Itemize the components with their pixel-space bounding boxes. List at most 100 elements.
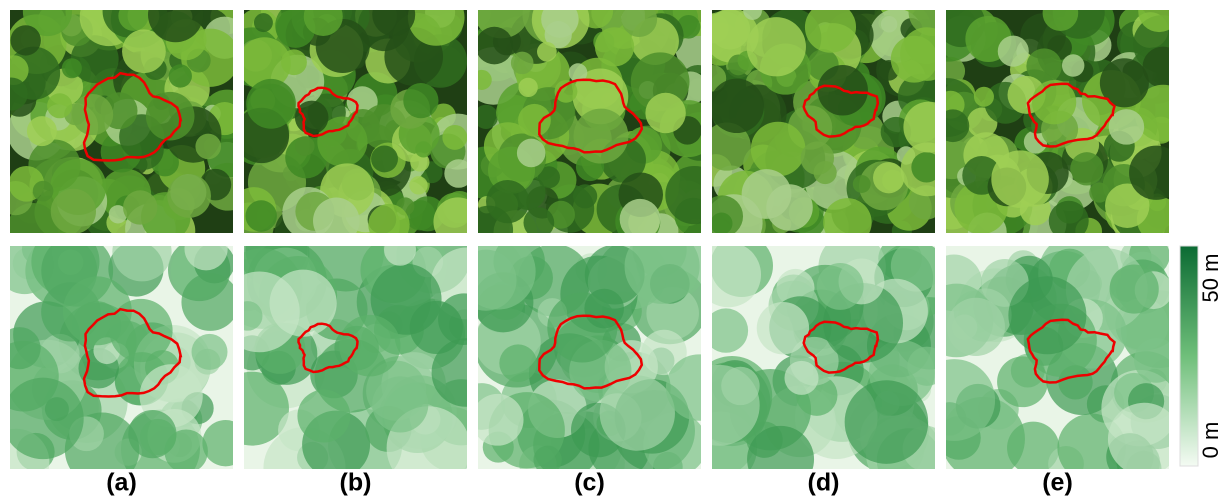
tree-crown <box>169 64 192 87</box>
height-crown <box>164 429 208 473</box>
tree-crown <box>523 207 554 238</box>
height-crown <box>845 380 929 464</box>
height-crown <box>952 314 978 340</box>
tree-crown <box>368 204 409 245</box>
colorbar <box>1180 246 1198 466</box>
tree-crown <box>991 150 1049 208</box>
height-crown <box>704 308 748 352</box>
height-crown <box>459 233 535 309</box>
tree-crown <box>710 9 750 49</box>
tree-crown <box>118 1 148 31</box>
rgb-image <box>918 0 1191 251</box>
tree-crown <box>371 145 398 172</box>
panel-label: (a) <box>106 469 137 497</box>
tree-crown <box>245 200 276 231</box>
panel-label: (c) <box>574 469 605 497</box>
tree-crown <box>881 16 897 32</box>
tree-crown <box>476 27 514 65</box>
tree-crown <box>873 162 904 193</box>
height-crown <box>784 361 818 395</box>
figure: 50 m 0 m (a) (b) (c) (d) (e) <box>0 0 1228 498</box>
tree-crown <box>751 122 806 177</box>
tree-crown <box>409 176 427 194</box>
colorbar-bottom-label: 0 m <box>1198 422 1223 459</box>
tree-crown <box>537 42 557 62</box>
tree-crown <box>998 36 1029 67</box>
tree-crown <box>313 198 360 245</box>
tree-crown <box>595 27 634 66</box>
height-crown <box>600 375 675 450</box>
tree-crown <box>518 104 551 137</box>
height-crown <box>817 263 864 310</box>
tree-crown <box>823 198 872 247</box>
tree-crown <box>747 17 806 76</box>
height-crown <box>625 229 700 304</box>
tree-crown <box>814 161 837 184</box>
panel-label: (d) <box>808 469 840 497</box>
rgb-image <box>223 0 486 257</box>
panel-label: (b) <box>340 469 372 497</box>
tree-crown <box>254 13 273 32</box>
panel-label: (e) <box>1042 469 1073 497</box>
tree-crown <box>403 83 438 118</box>
rgb-image <box>460 0 727 261</box>
tree-crown <box>47 93 72 118</box>
height-crown <box>181 273 239 331</box>
tree-crown <box>442 125 467 150</box>
tree-crown <box>937 109 970 142</box>
tree-crown <box>281 49 307 75</box>
height-crown <box>2 378 83 459</box>
rgb-image <box>698 0 956 252</box>
height-crown <box>0 327 41 369</box>
tree-crown <box>900 27 954 81</box>
tree-crown <box>511 52 534 75</box>
tree-crown <box>295 101 329 135</box>
height-map <box>215 215 503 498</box>
tree-crown <box>123 190 157 224</box>
height-crown <box>184 227 227 270</box>
height-crown <box>757 302 809 354</box>
height-crown <box>202 420 248 466</box>
tree-crown <box>195 134 221 160</box>
height-crown <box>696 242 761 307</box>
height-crown <box>1108 403 1181 476</box>
tree-crown <box>1049 201 1089 241</box>
height-map <box>0 222 249 496</box>
tree-crown <box>1070 152 1103 185</box>
tree-crown <box>805 2 856 53</box>
height-crown <box>297 390 350 443</box>
height-crown <box>372 376 428 432</box>
tree-crown <box>474 105 498 129</box>
height-map <box>455 223 733 498</box>
rgb-image <box>0 0 252 256</box>
height-crown <box>1008 276 1086 354</box>
height-crown <box>533 446 561 474</box>
tree-crown <box>645 93 685 133</box>
tree-crown <box>10 25 40 55</box>
height-crown <box>58 250 83 275</box>
height-crown <box>270 270 337 337</box>
tree-crown <box>246 79 296 129</box>
colorbar-top-label: 50 m <box>1198 254 1223 303</box>
tree-crown <box>574 109 629 164</box>
tree-crown <box>295 136 315 156</box>
tree-crown <box>27 116 57 146</box>
height-crown <box>499 344 537 382</box>
tree-crown <box>167 174 211 218</box>
tree-crown <box>710 213 732 235</box>
tree-crown <box>974 87 994 107</box>
tree-crown <box>573 184 597 208</box>
tree-crown <box>1129 146 1183 200</box>
height-crown <box>384 234 416 266</box>
height-crown <box>192 334 228 370</box>
tree-crown <box>853 175 871 193</box>
height-map <box>679 233 966 493</box>
height-crown <box>339 315 400 376</box>
tree-crown <box>517 139 546 168</box>
tree-crown <box>33 181 54 202</box>
height-crown <box>233 301 263 331</box>
tree-crown <box>62 58 82 78</box>
tree-crown <box>1062 54 1084 76</box>
height-map <box>913 233 1198 486</box>
tree-crown <box>710 79 764 133</box>
